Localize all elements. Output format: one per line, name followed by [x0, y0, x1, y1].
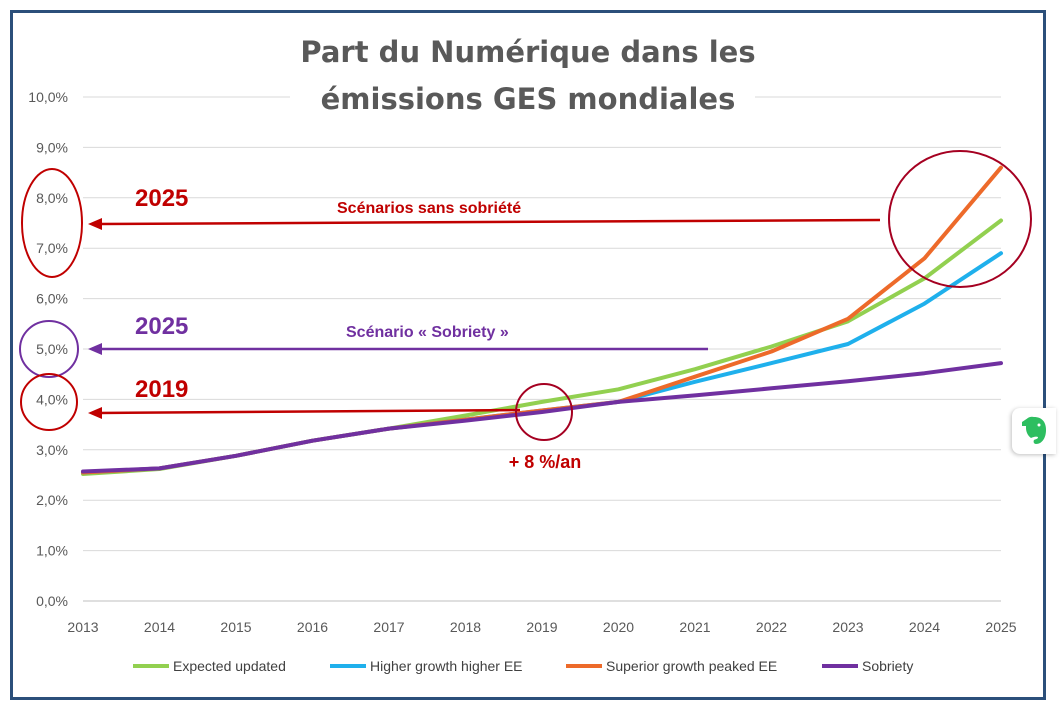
x-tick-label: 2019 [526, 619, 557, 635]
x-tick-label: 2023 [832, 619, 863, 635]
x-tick-label: 2025 [985, 619, 1016, 635]
highlight-ellipse-8pct [21, 168, 83, 278]
y-tick-label: 2,0% [36, 492, 68, 508]
x-tick-label: 2017 [373, 619, 404, 635]
annotation-no-sobriety: Scénarios sans sobriété [337, 200, 521, 217]
series-line-sobriety [81, 361, 1003, 474]
y-tick-label: 9,0% [36, 139, 68, 155]
arrowhead-2019 [88, 407, 102, 419]
series-lines [81, 165, 1003, 476]
y-tick-label: 5,0% [36, 341, 68, 357]
y-tick-label: 6,0% [36, 291, 68, 307]
legend: Expected updated Higher growth higher EE S… [133, 658, 913, 674]
evernote-elephant-icon [1022, 416, 1046, 444]
highlight-ellipse-4pct [20, 373, 78, 431]
annotation-growth-rate: + 8 %/an [509, 452, 582, 472]
annotation-sobriety: Scénario « Sobriety » [346, 324, 509, 341]
highlight-ellipse-5pct [19, 320, 79, 378]
chart-title-line-1: Part du Numérique dans les [300, 35, 755, 69]
x-tick-label: 2015 [220, 619, 251, 635]
x-tick-label: 2022 [756, 619, 787, 635]
y-tick-label: 8,0% [36, 190, 68, 206]
evernote-clipper-button[interactable] [1012, 408, 1056, 454]
x-tick-label: 2016 [297, 619, 328, 635]
legend-label: Expected updated [173, 658, 286, 674]
y-tick-label: 4,0% [36, 391, 68, 407]
title-backdrop [290, 28, 755, 126]
highlight-ellipse-2025-peak [888, 150, 1032, 288]
y-tick-label: 7,0% [36, 240, 68, 256]
arrow-no-sobriety [97, 218, 881, 226]
x-tick-label: 2018 [450, 619, 481, 635]
arrowhead-no-sobriety [88, 218, 102, 230]
chart-title-line-2: émissions GES mondiales [321, 82, 736, 116]
y-tick-label: 1,0% [36, 543, 68, 559]
gridlines [83, 96, 1001, 602]
annotation-year-2025-b: 2025 [135, 313, 188, 340]
y-tick-label: 3,0% [36, 442, 68, 458]
series-line-expected-updated [81, 218, 1003, 476]
series-line-superior-growth-peaked-ee [81, 165, 1003, 475]
annotations: 2025 Scénarios sans sobriété 2025 Scénar… [19, 150, 1032, 472]
x-tick-label: 2020 [603, 619, 634, 635]
y-tick-label: 10,0% [28, 89, 68, 105]
x-axis-ticks: 2013 2014 2015 2016 2017 2018 2019 2020 2021 2022… [67, 619, 1016, 635]
annotation-year-2025-a: 2025 [135, 185, 188, 212]
y-axis-ticks: 0,0% 1,0% 2,0% 3,0% 4,0% 5,0% 6,0% 7,0% 8,0% 9,0%… [28, 89, 68, 609]
highlight-circle-2019 [515, 383, 573, 441]
legend-label: Higher growth higher EE [370, 658, 523, 674]
x-tick-label: 2014 [144, 619, 175, 635]
x-tick-label: 2024 [909, 619, 940, 635]
legend-label: Superior growth peaked EE [606, 658, 777, 674]
annotation-year-2019: 2019 [135, 376, 188, 403]
arrow-2019 [97, 408, 521, 415]
arrowhead-sobriety [88, 343, 102, 355]
x-tick-label: 2021 [679, 619, 710, 635]
x-tick-label: 2013 [67, 619, 98, 635]
y-tick-label: 0,0% [36, 593, 68, 609]
legend-label: Sobriety [862, 658, 913, 674]
